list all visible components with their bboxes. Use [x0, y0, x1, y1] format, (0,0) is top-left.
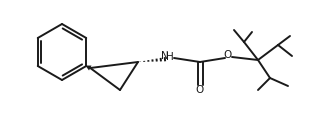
Text: O: O	[224, 50, 232, 60]
Text: H: H	[166, 52, 174, 62]
Text: N: N	[161, 51, 169, 61]
Polygon shape	[86, 66, 91, 70]
Text: O: O	[196, 85, 204, 95]
